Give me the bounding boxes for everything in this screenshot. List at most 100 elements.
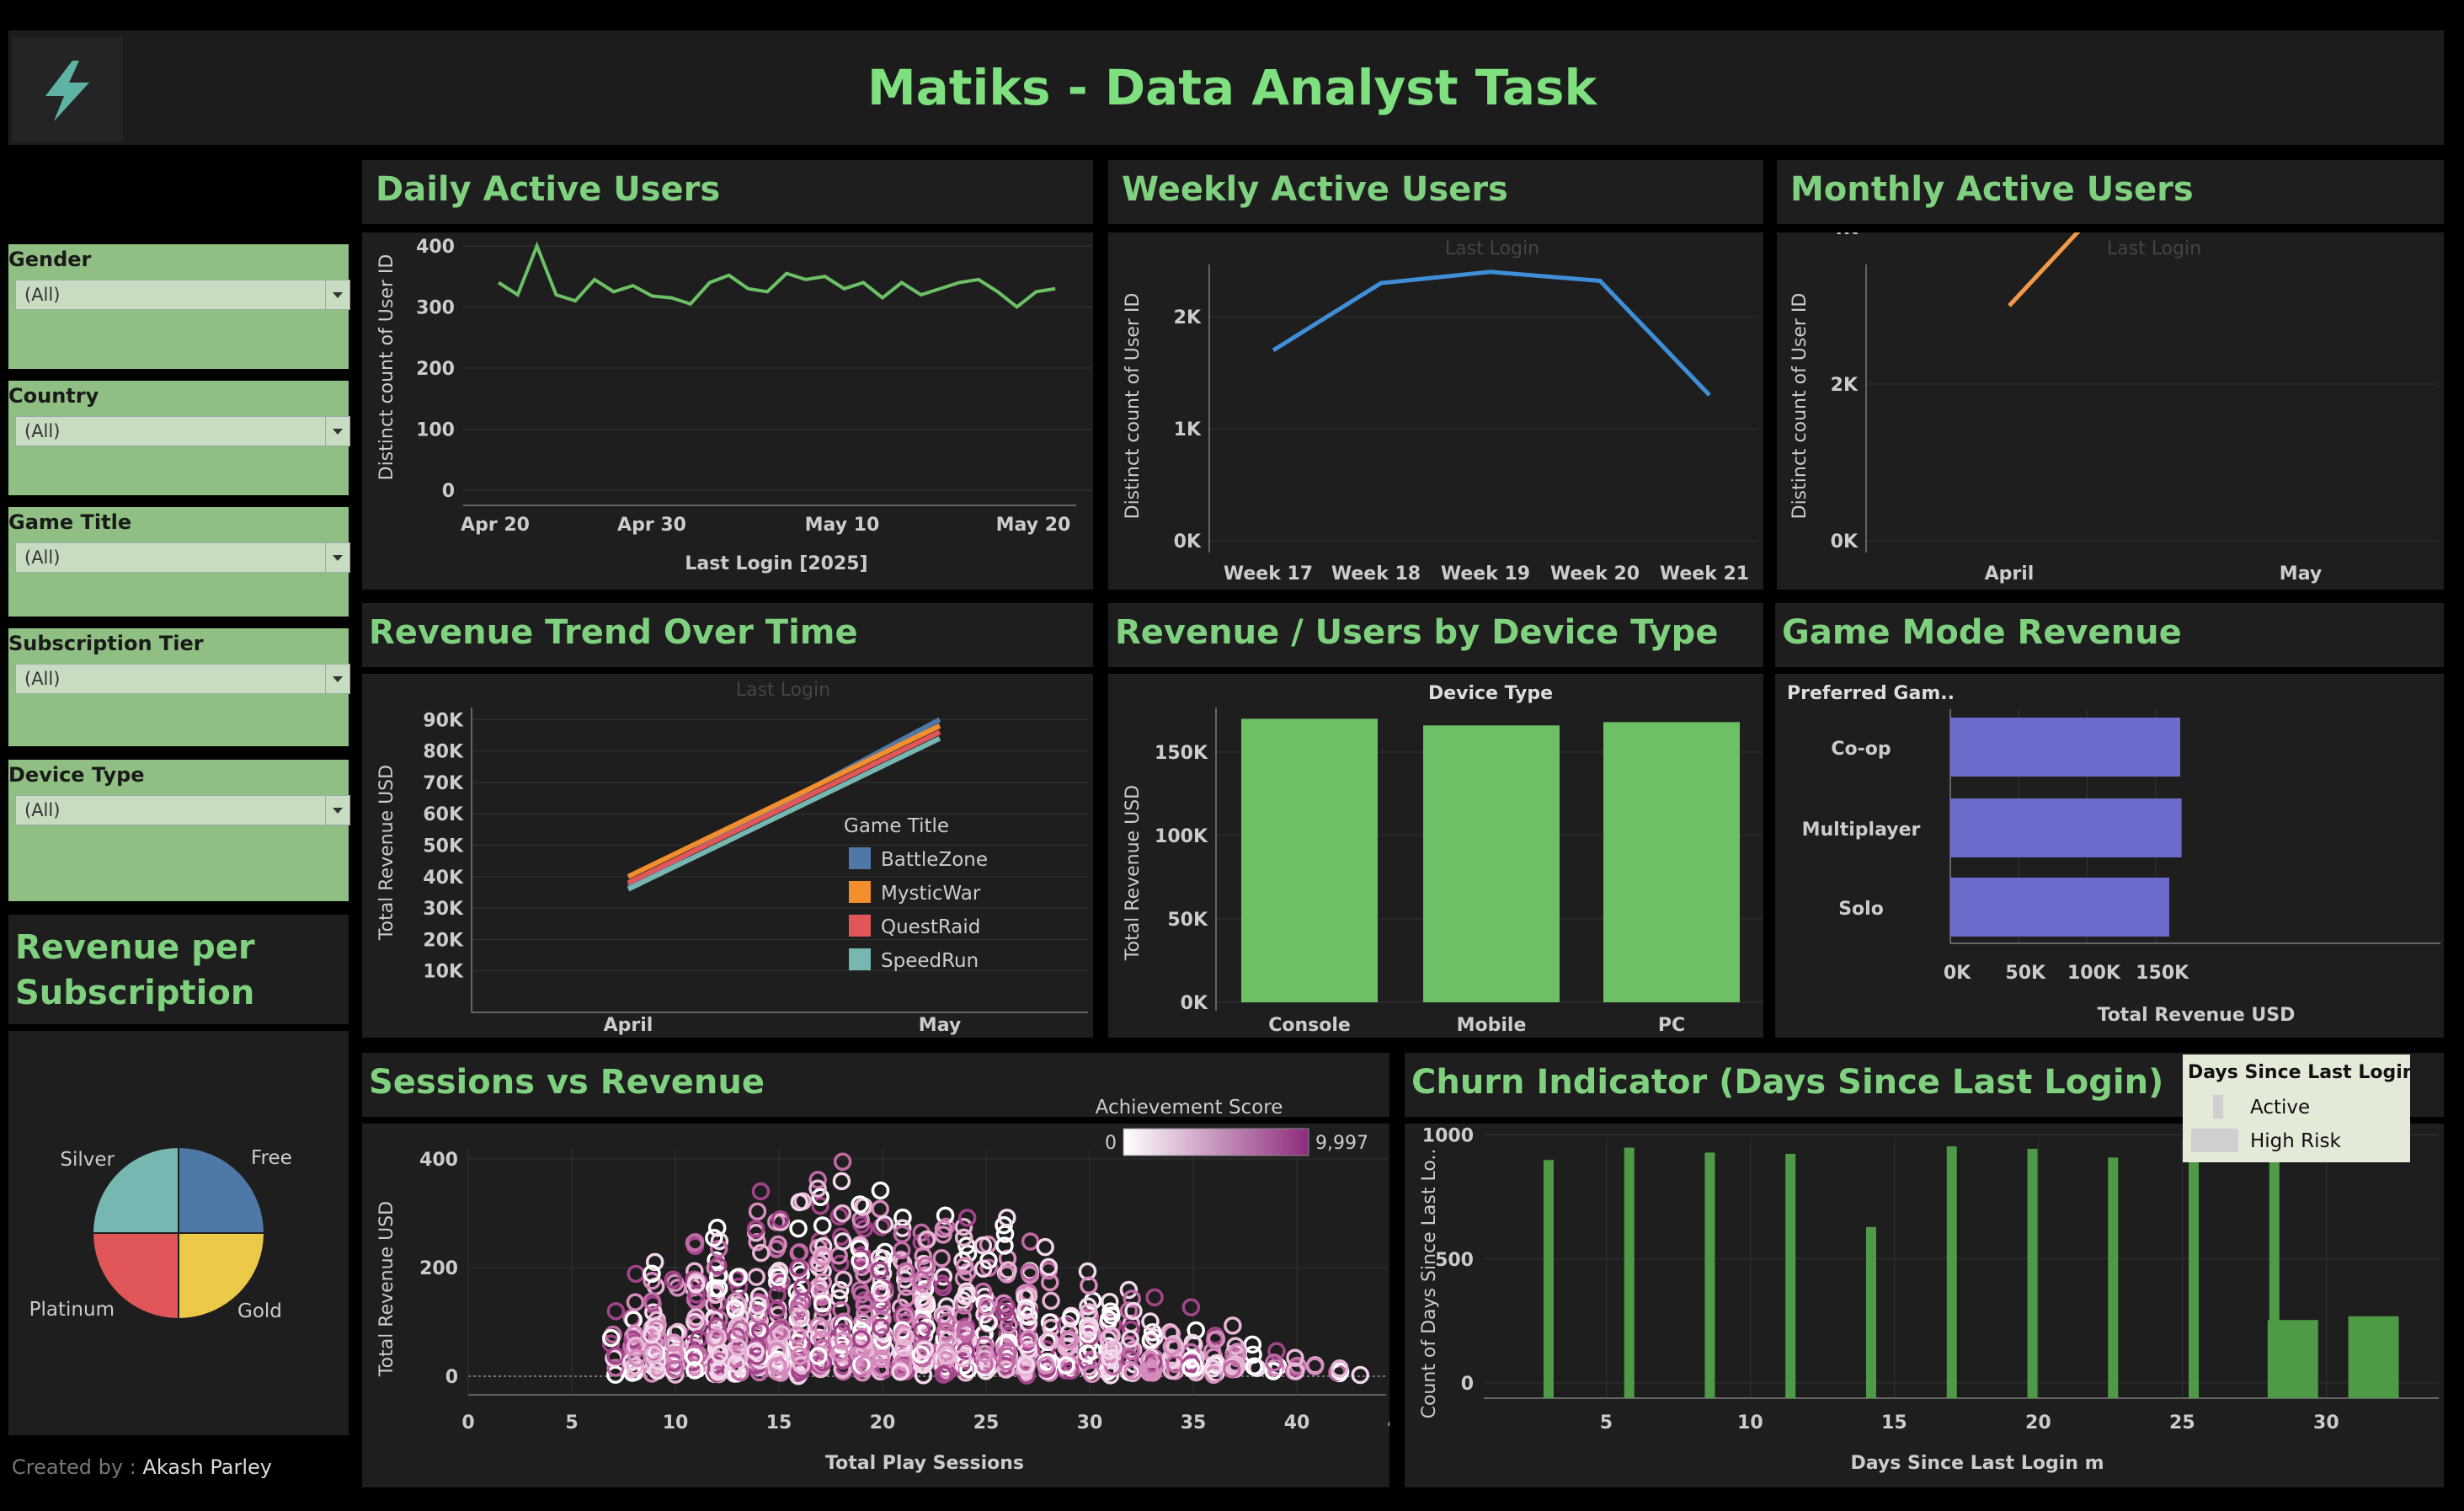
device-x-tick: Mobile [1457,1015,1527,1036]
wau-y-tick: 0K [1174,531,1202,553]
scatter-point [1101,1348,1119,1367]
scatter-point [1243,1335,1262,1354]
scatter-point [731,1320,750,1339]
panel-title: Revenue Trend Over Time [369,613,858,652]
game-mode-chart: 0K 50K 100K 150K Preferred Gam.. Co-op Multipl… [1787,683,2440,1026]
scatter-point [871,1181,890,1200]
chevron-down-icon[interactable] [325,280,350,310]
scatter-point [1037,1356,1055,1375]
rev-header: Last Login [736,680,830,701]
scatter-point [934,1220,953,1239]
scatter-point [1121,1329,1139,1348]
scatter-point [834,1270,853,1289]
mau-x-tick: April [1985,563,2035,585]
gender-select[interactable]: (All) [15,280,327,310]
scatter-point [768,1268,787,1286]
wau-x-tick: Week 20 [1550,563,1640,585]
scatter-point [643,1264,661,1284]
sess-legend-title: Achievement Score [1096,1097,1283,1119]
scatter-point [1141,1312,1160,1331]
game-title-select[interactable]: (All) [15,542,327,573]
mode-x-tick: 0K [1944,963,1971,984]
mode-y-tick: Solo [1838,899,1884,920]
scatter-point [1226,1355,1245,1374]
device-type-select[interactable]: (All) [15,795,327,825]
scatter-point [911,1345,931,1364]
wau-title-panel: Weekly Active Users [1108,160,1763,224]
scatter-point [645,1252,664,1272]
chevron-down-icon[interactable] [325,795,350,825]
scatter-point [914,1292,933,1311]
scatter-point [685,1232,705,1252]
scatter-point [832,1172,851,1191]
scatter-point [1122,1342,1140,1361]
wau-y-label: Distinct count of User ID [1123,293,1144,520]
dau-x-tick: May 20 [996,515,1071,536]
chevron-down-icon[interactable] [325,416,350,446]
country-select[interactable]: (All) [15,416,327,446]
scatter-point [1019,1340,1038,1359]
rev-sub-chart: Free Gold Platinum Silver [29,1145,292,1322]
mode-bar [1950,878,2169,937]
scatter-point [957,1209,977,1227]
pie-label: Silver [60,1149,115,1171]
scatter-point [872,1318,890,1337]
scatter-point [896,1327,915,1346]
scatter-point [1162,1337,1181,1356]
churn-panel: 0 500 1000 5 10 15 20 25 30 Days Since Last Login… [1405,1124,2444,1487]
scatter-point [792,1355,811,1375]
scatter-point [932,1249,951,1268]
game-mode-title-panel: Game Mode Revenue [1775,603,2444,667]
sess-x-tick: 35 [1181,1412,1207,1434]
scatter-point [1079,1325,1097,1343]
sess-color-ramp [1123,1128,1309,1156]
scatter-point [998,1249,1017,1268]
scatter-point [1080,1317,1100,1336]
scatter-point [995,1294,1013,1313]
scatter-point [606,1347,625,1365]
filter-label: Subscription Tier [8,632,204,655]
scatter-point [1039,1331,1059,1349]
rev-y-tick: 20K [423,930,464,951]
legend-swatch [849,847,871,869]
scatter-point [995,1236,1014,1255]
dau-x-tick: May 10 [805,515,880,536]
scatter-point [915,1340,934,1359]
scatter-point [914,1247,932,1265]
scatter-point [731,1307,749,1327]
pie-slice [91,1232,179,1321]
dau-y-tick: 100 [416,420,455,441]
scatter-point [751,1294,771,1312]
scatter-point [875,1215,894,1234]
scatter-point [955,1257,974,1275]
mode-x-tick: 150K [2136,963,2189,984]
churn-y-tick: 500 [1435,1250,1474,1271]
churn-x-tick: 25 [2169,1412,2195,1434]
chevron-down-icon[interactable] [325,664,350,694]
scatter-point [1039,1257,1059,1277]
scatter-point [936,1217,956,1236]
mau-y-label: Distinct count of User ID [1789,293,1811,520]
rev-y-tick: 80K [423,742,464,763]
mau-y-tick: 2K [1831,375,1859,396]
device-title-panel: Revenue / Users by Device Type [1108,603,1763,667]
subscription-tier-select[interactable]: (All) [15,664,327,694]
scatter-point [686,1308,706,1327]
scatter-point [705,1229,723,1247]
scatter-point [998,1209,1016,1227]
churn-x-tick: 30 [2313,1412,2339,1434]
dau-y-tick: 0 [442,481,455,502]
scatter-point [813,1236,833,1256]
scatter-point [1078,1344,1097,1363]
achievement-legend: Achievement Score 0 9,997 [1096,1097,1368,1156]
mau-x-tick: May [2280,563,2322,585]
scatter-point [791,1307,809,1326]
scatter-point [937,1347,956,1365]
pie-slice [178,1145,266,1234]
rev-trend-title-panel: Revenue Trend Over Time [362,603,1093,667]
scatter-point [749,1305,768,1324]
mode-x-tick: 50K [2005,963,2046,984]
chevron-down-icon[interactable] [325,542,350,573]
scatter-point [1224,1316,1242,1335]
mau-header: Last Login [2107,238,2201,259]
